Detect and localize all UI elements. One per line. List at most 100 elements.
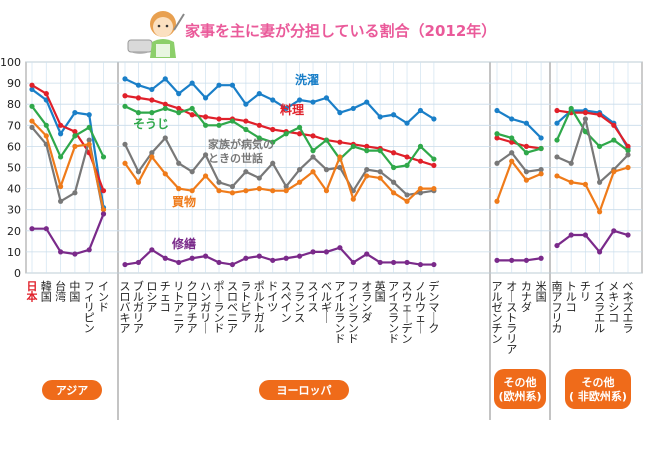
data-point (391, 259, 397, 266)
data-point (364, 143, 370, 149)
data-point (135, 179, 142, 185)
y-tick-label: 90 (7, 77, 21, 90)
data-point (162, 171, 168, 177)
data-point (256, 186, 262, 192)
data-point (391, 179, 397, 185)
x-tick-label: フィリピン (84, 280, 95, 335)
data-point (122, 103, 128, 109)
x-tick-label: スロベニア (227, 280, 238, 335)
x-tick-label: 台湾 (55, 279, 66, 304)
data-point (229, 82, 236, 88)
data-point (538, 145, 544, 152)
x-tick-label: ベルギ｜ (321, 280, 332, 325)
data-point (283, 188, 289, 194)
data-point (337, 110, 343, 116)
data-point (568, 232, 574, 238)
data-point (597, 179, 603, 185)
data-point (323, 188, 330, 194)
data-point (296, 253, 303, 259)
data-point (404, 198, 410, 204)
data-point (29, 124, 35, 131)
housewife-icon (127, 11, 185, 58)
data-point (582, 181, 589, 187)
data-point (72, 251, 78, 257)
data-point (538, 135, 544, 141)
data-point (58, 122, 64, 128)
x-tick-label: 日本 (27, 280, 38, 304)
data-point (377, 114, 383, 120)
x-tick-label: アイルランド (334, 280, 345, 346)
data-point (364, 148, 370, 154)
x-tick-label: スイス (308, 280, 319, 314)
data-point (135, 95, 142, 101)
x-tick-label: ベネズエラ (623, 280, 634, 335)
x-tick-label: 中国 (69, 280, 80, 304)
data-point (509, 116, 515, 122)
data-point (337, 154, 343, 160)
data-point (494, 198, 500, 204)
data-point (122, 141, 128, 147)
x-tick-label: リトアニア (173, 280, 184, 335)
x-tick-label: アイスランド (388, 280, 399, 346)
data-point (100, 188, 107, 194)
data-point (29, 103, 35, 109)
x-tick-label: オ｜ストラリア (506, 280, 517, 356)
data-point (523, 143, 530, 149)
data-point (256, 122, 262, 128)
x-tick-label: フランス (294, 280, 305, 325)
group-badge-0 (42, 380, 102, 400)
data-point (176, 105, 182, 112)
data-point (270, 257, 276, 263)
data-point (509, 158, 515, 164)
data-point (86, 112, 92, 118)
data-point (296, 167, 303, 173)
chart-title: 家事を主に妻が分担している割合（2012年） (185, 22, 496, 40)
data-point (323, 137, 330, 143)
x-tick-label: インド (98, 280, 109, 314)
data-point (58, 198, 64, 204)
data-point (337, 245, 343, 251)
data-point (310, 249, 316, 255)
data-point (86, 141, 92, 147)
series-layer (29, 76, 631, 268)
data-point (270, 188, 276, 194)
y-tick-label: 70 (7, 119, 21, 132)
x-tick-label: ハンガリ｜ (200, 280, 211, 335)
data-point (310, 99, 316, 105)
y-tick-label: 50 (7, 162, 21, 175)
data-point (100, 154, 107, 160)
data-point (189, 80, 195, 86)
data-point (391, 150, 397, 156)
data-point (256, 253, 262, 259)
data-point (149, 150, 155, 156)
data-point (100, 211, 107, 217)
data-point (189, 188, 195, 194)
data-point (391, 112, 397, 118)
data-point (43, 122, 49, 128)
horizontal-gridlines (26, 61, 642, 274)
data-point (494, 257, 500, 263)
data-point (270, 97, 276, 103)
x-tick-label: ポルトガル (254, 280, 265, 335)
data-point (135, 169, 142, 175)
data-point (86, 137, 92, 143)
series-line-3 (124, 136, 435, 197)
data-point (189, 112, 195, 118)
x-tick-label: ブルガリア (133, 279, 144, 335)
data-point (135, 259, 142, 266)
data-point (377, 169, 383, 175)
data-point (122, 261, 128, 268)
group-label-3: その他( 非欧州系) (569, 375, 627, 403)
data-point (43, 226, 49, 232)
data-point (568, 105, 574, 112)
data-point (364, 99, 370, 105)
data-point (523, 169, 530, 175)
data-point (176, 160, 182, 166)
data-point (417, 143, 424, 149)
data-point (176, 110, 182, 116)
data-point (431, 116, 437, 122)
x-tick-label: ポ｜ランド (214, 280, 225, 335)
x-axis-labels: 日本韓国台湾中国フィリピンインドスロバキアブルガリアロシアチェコリトアニアクロア… (27, 279, 634, 356)
data-point (417, 107, 424, 114)
